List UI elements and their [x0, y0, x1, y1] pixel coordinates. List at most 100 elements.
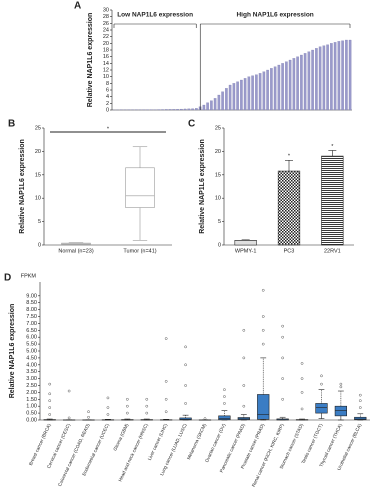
bar [341, 40, 344, 111]
y-tick-label: 5.00 [26, 348, 37, 354]
box [315, 403, 328, 414]
y-tick-label: 18 [103, 47, 109, 53]
outlier [281, 335, 284, 339]
box [125, 167, 155, 208]
bar [236, 81, 239, 111]
box [237, 417, 250, 420]
outlier [203, 417, 207, 420]
y-tick-label: 1.00 [26, 404, 37, 410]
y-axis-label: Relative NAP1L6 expression [19, 139, 26, 234]
outlier [242, 384, 246, 387]
bar [258, 73, 262, 111]
bar [210, 100, 213, 111]
outlier [281, 324, 284, 328]
outlier [339, 382, 343, 386]
outlier [48, 392, 52, 396]
y-tick-label: 0.50 [26, 411, 37, 417]
y-tick-label: 7.00 [26, 321, 37, 327]
bar [296, 56, 299, 111]
y-tick-label: 20 [215, 149, 221, 155]
x-tick-label: Breast cancer (BRCA) [28, 422, 52, 466]
bar [243, 78, 247, 111]
y-tick-label: 30 [103, 7, 109, 13]
bar [326, 44, 329, 111]
outlier [184, 402, 187, 405]
outlier [242, 328, 246, 332]
panel-letter: D [4, 273, 11, 284]
y-tick-label: 28 [103, 14, 109, 20]
y-tick-label: 14 [103, 61, 109, 67]
y-tick-label: 4.50 [26, 355, 37, 361]
outlier [164, 397, 168, 401]
outlier [164, 380, 168, 383]
outlier [358, 399, 362, 402]
bar [333, 42, 337, 111]
outlier [126, 397, 129, 401]
box [218, 415, 231, 421]
y-tick-label: 24 [103, 27, 109, 33]
x-tick-label: Liver cancer (LIHC) [147, 422, 169, 461]
outlier [145, 404, 149, 408]
y-tick-label: 25 [35, 125, 41, 131]
x-tick-label: WPMY-1 [235, 248, 257, 254]
outlier [223, 402, 226, 405]
outlier [223, 395, 226, 398]
y-tick-label: 20 [35, 149, 41, 155]
bar [228, 84, 232, 111]
outlier [126, 411, 129, 415]
bar [270, 68, 273, 111]
outlier [145, 411, 149, 415]
y-axis-label: Relative NAP1L6 expression [9, 304, 16, 399]
outlier [184, 345, 187, 349]
box [257, 394, 270, 420]
bar [273, 66, 277, 111]
bar [318, 46, 322, 111]
outlier [106, 396, 110, 400]
outlier [300, 391, 304, 394]
bar [247, 76, 251, 111]
bar [277, 64, 281, 111]
outlier [184, 363, 187, 367]
outlier [164, 410, 168, 414]
outlier [184, 384, 187, 387]
y-tick-label: 15 [215, 172, 221, 178]
outlier [300, 377, 304, 380]
x-tick-label: Ovarian cancer (OV) [204, 422, 227, 463]
outlier [261, 315, 265, 318]
bar [262, 71, 266, 111]
box [179, 417, 192, 421]
bar [187, 108, 191, 111]
outlier [48, 413, 52, 416]
bar [266, 69, 269, 111]
bar [232, 83, 236, 111]
outlier [261, 288, 265, 292]
y-tick-label: 8 [106, 81, 109, 87]
outlier [281, 377, 284, 380]
y-tick-label: 4.00 [26, 362, 37, 368]
group-label: Low NAP1L6 expression [117, 12, 193, 19]
bar [288, 59, 292, 111]
bar [337, 41, 341, 111]
y-tick-label: 9.00 [26, 293, 37, 299]
bar [161, 109, 164, 111]
outlier [358, 406, 362, 409]
y-tick-label: 3.50 [26, 369, 37, 375]
bar [206, 102, 209, 111]
bar [168, 109, 172, 111]
outlier [67, 389, 71, 393]
y-tick-label: 2 [106, 101, 109, 107]
y-tick-label: 6.50 [26, 328, 37, 334]
outlier [67, 416, 71, 420]
significance-mark: * [288, 154, 291, 160]
y-tick-label: 5 [38, 219, 41, 225]
x-tick-label: Glioma (GBM) [112, 422, 129, 451]
bar [251, 75, 254, 111]
outlier [300, 407, 304, 411]
y-tick-label: 0 [38, 242, 41, 248]
y-tick-label: 4 [106, 94, 109, 100]
bar [315, 48, 318, 111]
y-tick-label: 2.50 [26, 383, 37, 389]
outlier [281, 356, 284, 360]
significance-mark: * [331, 144, 334, 150]
bar [202, 104, 206, 111]
